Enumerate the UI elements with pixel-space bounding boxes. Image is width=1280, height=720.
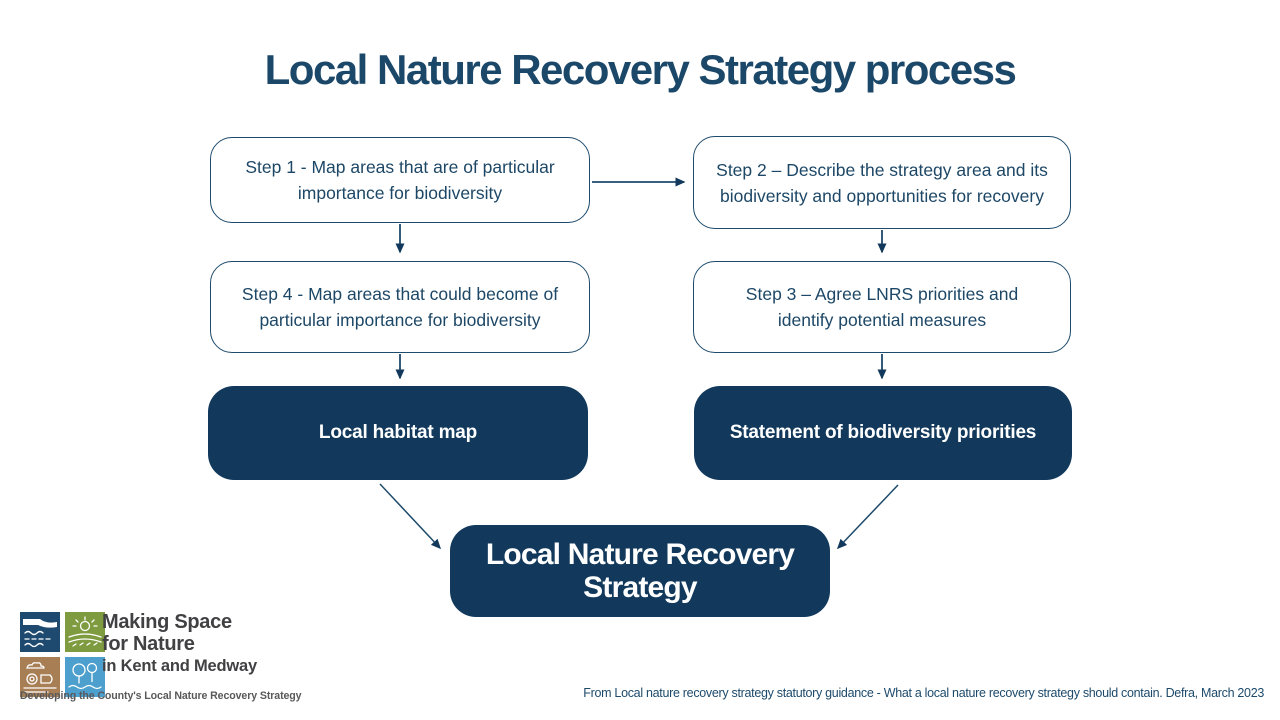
source-note: From Local nature recovery strategy stat… — [583, 686, 1264, 700]
step1-label: Step 1 - Map areas that are of particula… — [245, 157, 555, 203]
logo-tile-grid — [20, 612, 105, 697]
coast-icon — [20, 612, 60, 652]
arrow-statement-to-final — [836, 484, 899, 550]
flowchart-step2-box: Step 2 – Describe the strategy area and … — [693, 136, 1071, 229]
logo-line3: in Kent and Medway — [102, 657, 258, 675]
logo-wordmark: Making Space for Nature in Kent and Medw… — [102, 611, 257, 677]
flowchart-step4-box: Step 4 - Map areas that could become of … — [210, 261, 590, 353]
statement-label: Statement of biodiversity priorities — [729, 422, 1037, 443]
logo-line2: for Nature — [102, 633, 195, 655]
flowchart-step3-box: Step 3 – Agree LNRS priorities and ident… — [693, 261, 1071, 353]
arrow-habitat-to-final — [379, 483, 442, 550]
step4-label: Step 4 - Map areas that could become of … — [241, 284, 559, 330]
step3-label: Step 3 – Agree LNRS priorities and ident… — [745, 284, 1019, 330]
woodland-icon — [65, 657, 105, 697]
logo-making-space-for-nature: Making Space for Nature in Kent and Medw… — [20, 608, 320, 712]
local-nature-recovery-strategy-box: Local Nature Recovery Strategy — [450, 525, 830, 617]
logo-line1: Making Space — [102, 611, 232, 633]
local-habitat-map-label: Local habitat map — [318, 422, 478, 443]
final-strategy-label: Local Nature Recovery Strategy — [485, 538, 795, 604]
flowchart-step1-box: Step 1 - Map areas that are of particula… — [210, 137, 590, 223]
logo-tagline: Developing the County's Local Nature Rec… — [20, 690, 302, 702]
page-title: Local Nature Recovery Strategy process — [264, 46, 1017, 93]
statement-of-biodiversity-priorities-box: Statement of biodiversity priorities — [694, 386, 1072, 480]
hay-bales-icon — [20, 657, 60, 697]
local-habitat-map-box: Local habitat map — [208, 386, 588, 480]
step2-label: Step 2 – Describe the strategy area and … — [716, 159, 1048, 206]
farmland-sun-icon — [65, 612, 105, 652]
